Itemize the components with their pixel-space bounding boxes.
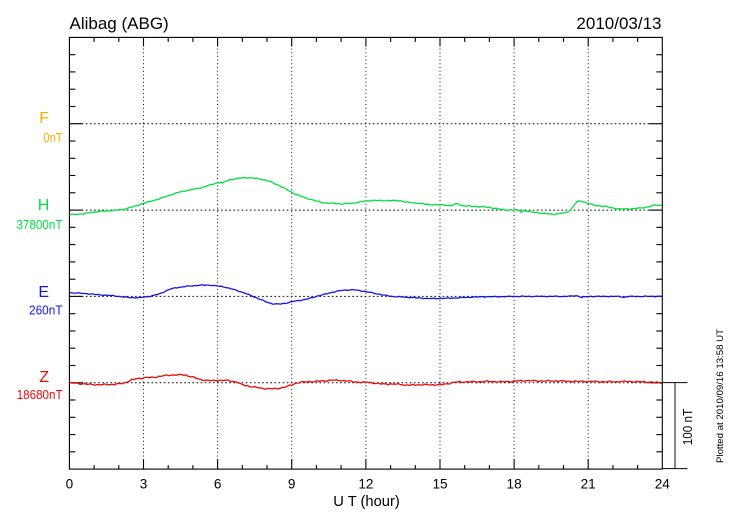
svg-text:Z: Z xyxy=(39,369,49,386)
svg-text:U T (hour): U T (hour) xyxy=(333,494,400,510)
svg-text:9: 9 xyxy=(288,476,296,491)
svg-text:24: 24 xyxy=(655,476,671,491)
svg-text:21: 21 xyxy=(581,476,596,491)
svg-text:6: 6 xyxy=(214,476,222,491)
svg-text:Alibag (ABG): Alibag (ABG) xyxy=(70,14,169,33)
svg-text:3: 3 xyxy=(140,476,148,491)
svg-text:18: 18 xyxy=(507,476,522,491)
svg-text:37800nT: 37800nT xyxy=(16,217,62,232)
svg-text:15: 15 xyxy=(432,476,447,491)
svg-text:12: 12 xyxy=(358,476,373,491)
svg-text:100 nT: 100 nT xyxy=(681,408,695,445)
svg-text:H: H xyxy=(38,197,50,214)
svg-text:Plotted at 2010/09/16 13:58 UT: Plotted at 2010/09/16 13:58 UT xyxy=(715,329,726,463)
svg-text:260nT: 260nT xyxy=(29,303,63,318)
svg-text:18680nT: 18680nT xyxy=(17,387,63,402)
svg-text:E: E xyxy=(38,284,49,301)
svg-text:0nT: 0nT xyxy=(43,131,63,145)
svg-text:0: 0 xyxy=(66,476,74,491)
svg-text:F: F xyxy=(39,110,49,127)
svg-text:2010/03/13: 2010/03/13 xyxy=(576,14,661,33)
